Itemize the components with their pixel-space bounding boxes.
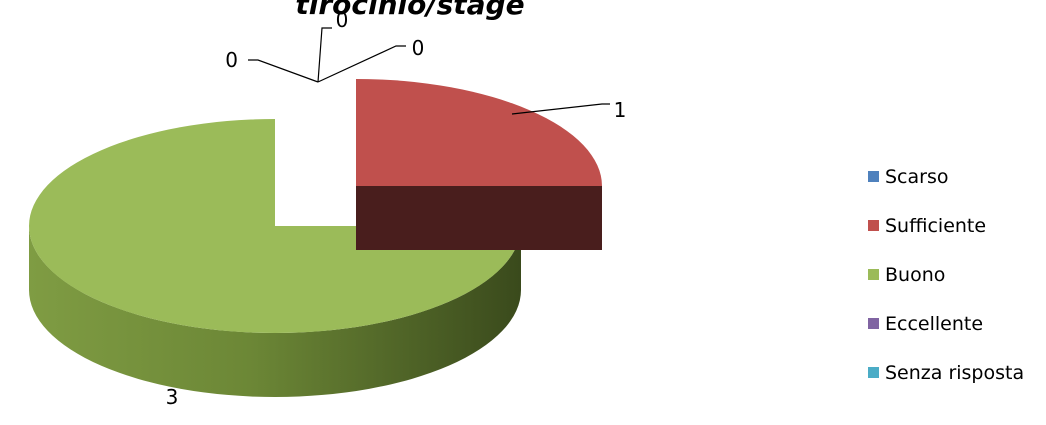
slice-top-sufficiente xyxy=(356,79,602,186)
legend-label-eccellente: Eccellente xyxy=(885,312,984,335)
legend-swatch-scarso xyxy=(868,171,879,182)
legend-swatch-senza-risposta xyxy=(868,367,879,378)
data-label-scarso: 0 xyxy=(225,48,238,72)
legend-label-scarso: Scarso xyxy=(885,165,949,188)
legend-item-scarso: Scarso xyxy=(868,152,1024,201)
slice-buono xyxy=(29,119,521,397)
legend-label-buono: Buono xyxy=(885,263,946,286)
legend-swatch-buono xyxy=(868,269,879,280)
legend-item-eccellente: Eccellente xyxy=(868,299,1024,348)
slice-sufficiente xyxy=(356,79,602,250)
data-label-senza-risposta: 0 xyxy=(412,36,425,60)
legend-swatch-sufficiente xyxy=(868,220,879,231)
legend-label-senza-risposta: Senza risposta xyxy=(885,361,1025,384)
legend-item-sufficiente: Sufficiente xyxy=(868,201,1024,250)
slice-cut-sufficiente xyxy=(356,186,602,250)
slice-side-buono xyxy=(29,226,521,397)
chart-title: tirocinio/stage xyxy=(295,0,525,21)
legend-swatch-eccellente xyxy=(868,318,879,329)
legend-item-senza-risposta: Senza risposta xyxy=(868,348,1024,397)
data-label-sufficiente: 1 xyxy=(614,98,627,122)
leader-line-eccellente xyxy=(317,27,332,83)
leader-line-senza-risposta xyxy=(317,45,406,83)
data-label-buono: 3 xyxy=(166,385,179,409)
legend: Scarso Sufficiente Buono Eccellente Senz… xyxy=(868,152,1024,397)
slice-top-buono xyxy=(29,119,521,333)
leader-line-scarso xyxy=(248,59,319,83)
data-label-eccellente: 0 xyxy=(336,8,349,32)
leader-line-sufficiente xyxy=(511,103,610,115)
legend-item-buono: Buono xyxy=(868,250,1024,299)
legend-label-sufficiente: Sufficiente xyxy=(885,214,987,237)
